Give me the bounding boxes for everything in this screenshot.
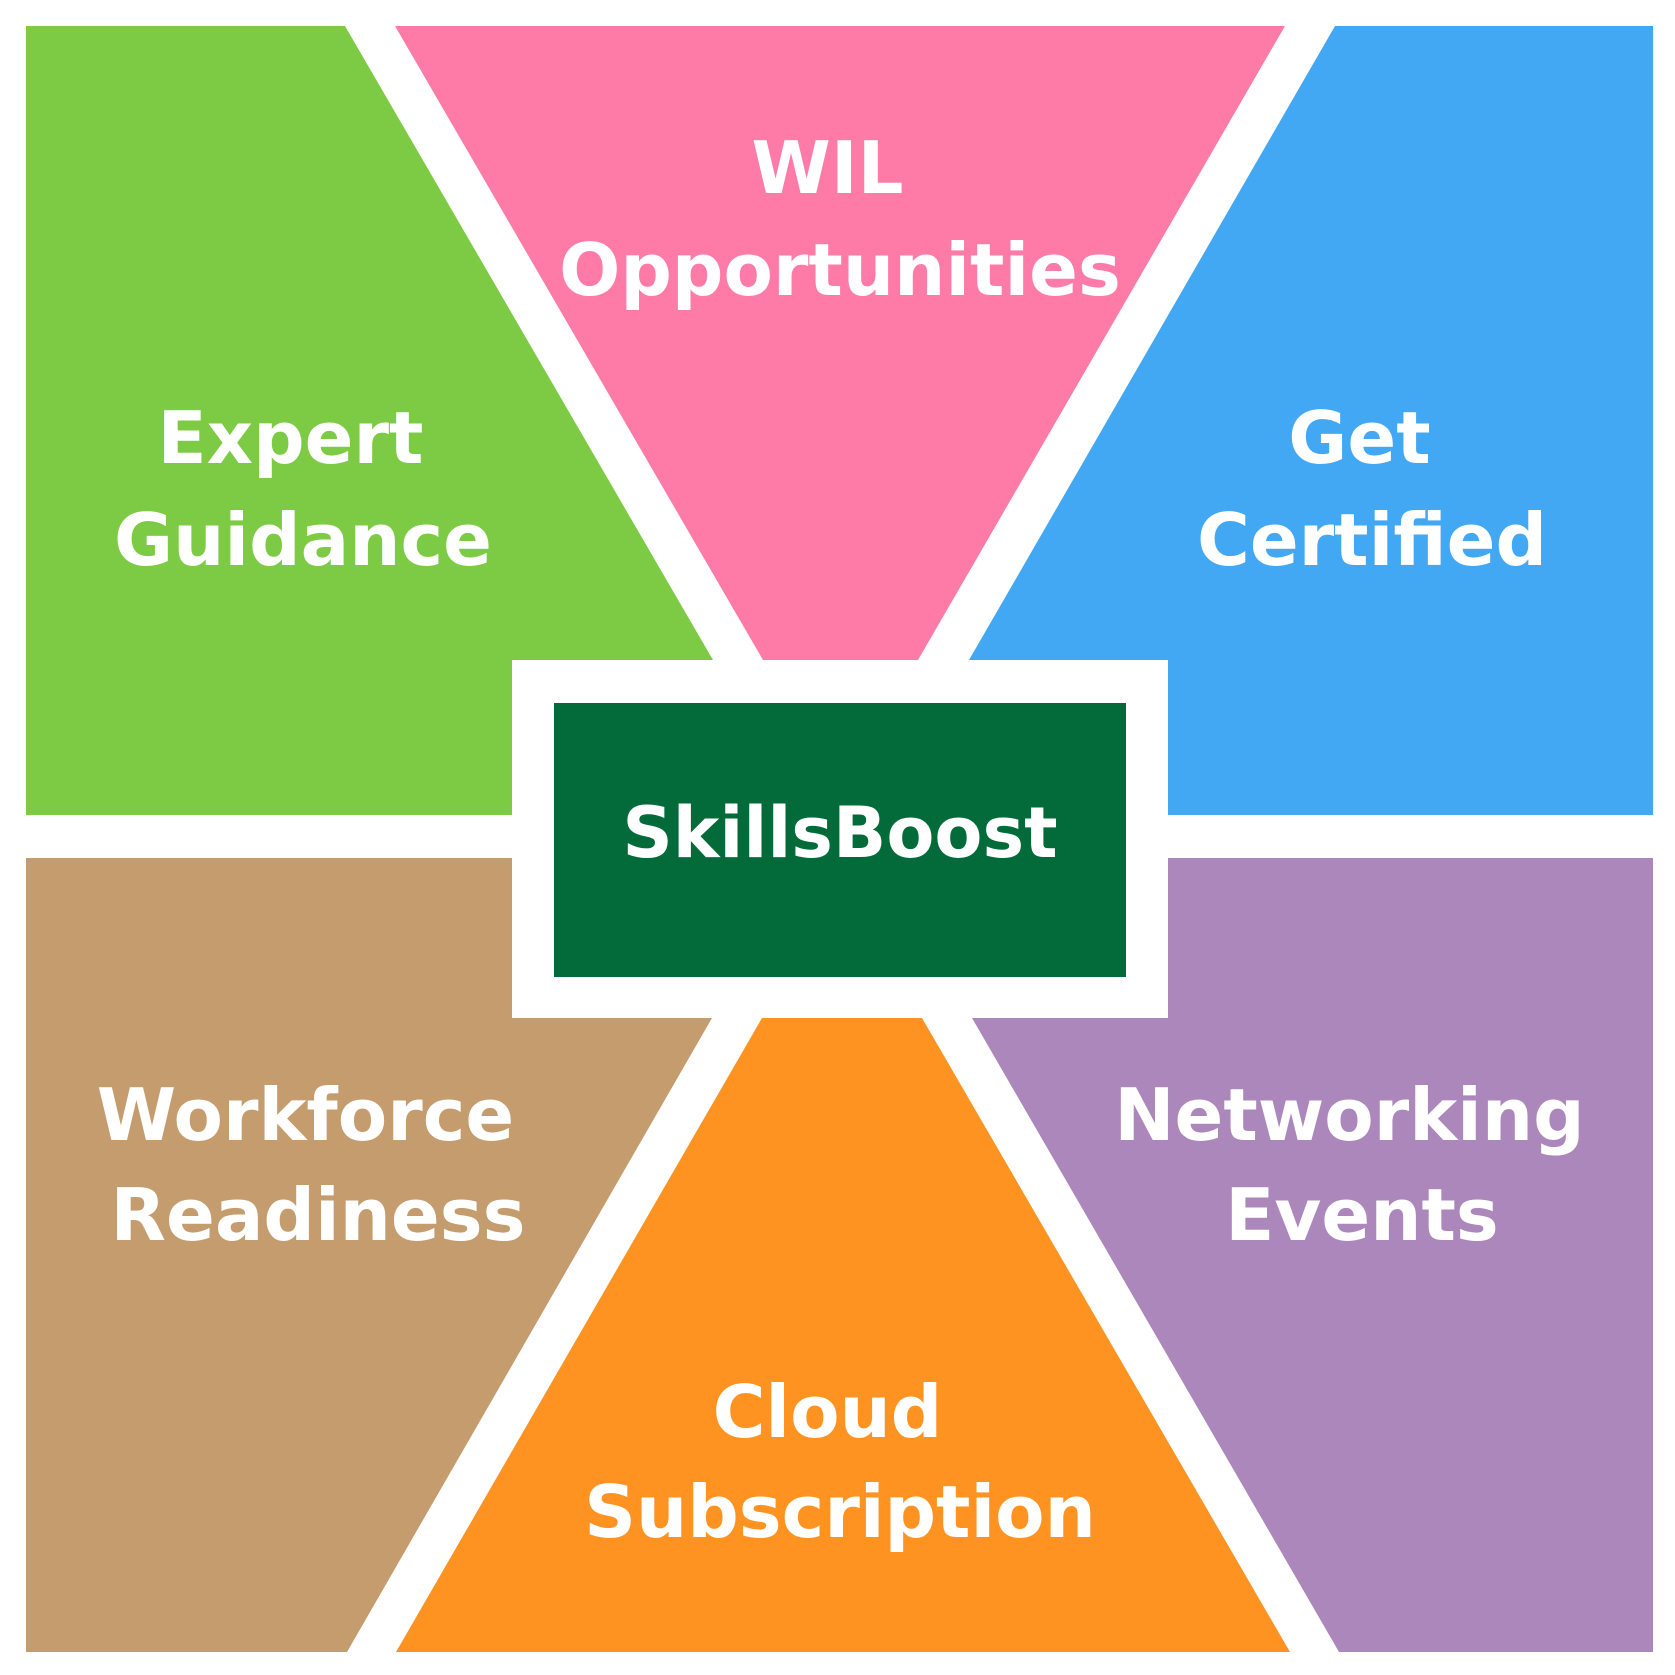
label-networking-events-line1: Networking [1114, 1073, 1584, 1157]
segment-wil-opportunities [395, 26, 1285, 660]
label-get-certified-line1: Get [1288, 396, 1430, 480]
label-networking-events-line2: Events [1225, 1173, 1498, 1257]
label-get-certified-line2: Certified [1197, 498, 1547, 582]
label-expert-guidance: Expert Guidance [114, 396, 492, 582]
center-box [554, 703, 1126, 977]
label-expert-guidance-line2: Guidance [114, 498, 492, 582]
segment-workforce-readiness [26, 858, 712, 1652]
center-label: SkillsBoost [622, 792, 1057, 874]
label-cloud-subscription-line2: Subscription [584, 1470, 1096, 1554]
label-workforce-readiness-line1: Workforce [97, 1073, 515, 1157]
label-wil-opportunities-line1: WIL [751, 126, 903, 210]
label-workforce-readiness: Workforce Readiness [97, 1073, 540, 1257]
label-workforce-readiness-line2: Readiness [111, 1173, 526, 1257]
label-wil-opportunities-line2: Opportunities [559, 228, 1121, 312]
label-cloud-subscription-line1: Cloud [713, 1370, 943, 1454]
segment-cloud-subscription [396, 1018, 1290, 1652]
label-get-certified: Get Certified [1197, 396, 1547, 582]
label-cloud-subscription: Cloud Subscription [584, 1370, 1096, 1554]
segment-expert-guidance [26, 26, 713, 815]
label-wil-opportunities: WIL Opportunities [559, 126, 1121, 312]
segment-get-certified [969, 26, 1653, 815]
label-networking-events: Networking Events [1114, 1073, 1609, 1257]
label-expert-guidance-line1: Expert [158, 396, 424, 480]
segment-networking-events [972, 858, 1653, 1652]
